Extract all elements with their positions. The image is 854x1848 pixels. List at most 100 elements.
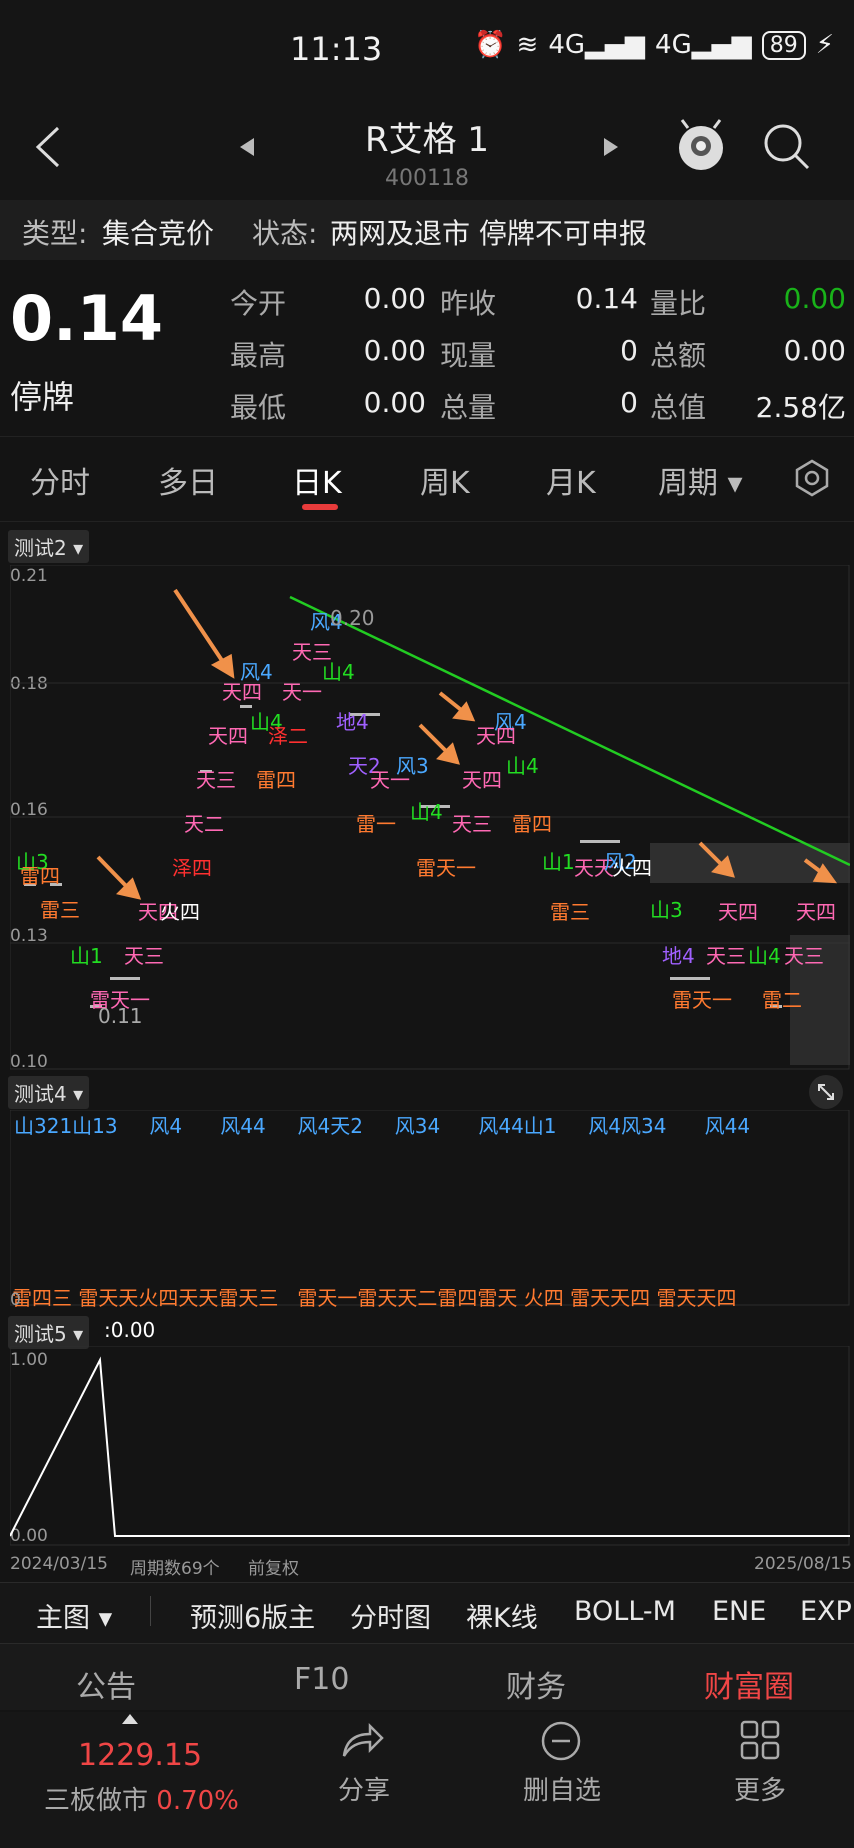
high-value: 0.00 bbox=[363, 334, 426, 367]
stock-name: R艾格 1 bbox=[364, 120, 490, 160]
next-stock-icon[interactable] bbox=[600, 136, 620, 158]
share-button[interactable]: 分享 bbox=[337, 1776, 390, 1806]
mark-tiansi-f: 天四 bbox=[718, 900, 758, 924]
remove-watchlist-icon[interactable] bbox=[540, 1720, 582, 1762]
indicator-intraday[interactable]: 分时图 bbox=[350, 1603, 431, 1634]
cur-vol-label: 现量 bbox=[440, 339, 497, 372]
panel2-zero: 0 bbox=[10, 1290, 21, 1310]
tab-monthly-k[interactable]: 月K bbox=[546, 466, 596, 501]
panel3-y-bottom: 0.00 bbox=[10, 1526, 48, 1546]
wifi-icon: ≋ bbox=[516, 30, 539, 60]
mark-leisi: 雷四 bbox=[256, 768, 296, 792]
low-label: 最低 bbox=[230, 391, 287, 424]
tab-period[interactable]: 周期 ▾ bbox=[658, 466, 743, 501]
tab-finance[interactable]: 财务 bbox=[506, 1670, 566, 1705]
expand-icon[interactable] bbox=[808, 1074, 844, 1110]
mark-tianer: 天二 bbox=[184, 812, 224, 836]
k-dashes bbox=[24, 705, 782, 1008]
mark-shan4: 山4 bbox=[322, 660, 355, 684]
mark-leisan-b: 雷三 bbox=[550, 900, 590, 924]
y-tick-018: 0.18 bbox=[10, 674, 48, 694]
main-chart[interactable] bbox=[10, 565, 850, 1070]
indicator-line bbox=[10, 1356, 850, 1537]
indicator-ene[interactable]: ENE bbox=[712, 1596, 767, 1627]
mark-tiansan-c: 天三 bbox=[124, 944, 164, 968]
mark-feng4-top: 风4 bbox=[310, 610, 343, 634]
mark-leiyi: 雷一 bbox=[356, 812, 396, 836]
back-icon[interactable] bbox=[28, 122, 68, 172]
indicator-bar bbox=[0, 1582, 854, 1644]
tab-f10[interactable]: F10 bbox=[294, 1662, 350, 1697]
mark-leier: 雷二 bbox=[762, 988, 802, 1012]
index-name[interactable]: 三板做市 0.70% bbox=[44, 1786, 239, 1816]
type-label: 类型: bbox=[22, 217, 88, 250]
mark-tiansan-e: 天三 bbox=[706, 944, 746, 968]
mark-tianyi: 天一 bbox=[282, 680, 322, 704]
prev-close-label: 昨收 bbox=[440, 287, 497, 320]
more-grid-icon[interactable] bbox=[740, 1720, 780, 1760]
tab-multi-day[interactable]: 多日 bbox=[158, 466, 218, 501]
share-icon[interactable] bbox=[340, 1720, 386, 1760]
axis-start-date: 2024/03/15 bbox=[10, 1554, 108, 1574]
mark-feng4-b: 风4 bbox=[494, 710, 527, 734]
panel1-label[interactable]: 测试2 ▾ bbox=[8, 530, 90, 563]
vol-ratio-label: 量比 bbox=[650, 287, 707, 320]
panel3-value: :0.00 bbox=[104, 1318, 156, 1342]
tab-wealth-circle[interactable]: 财富圈 bbox=[704, 1670, 794, 1705]
state-label: 状态: bbox=[252, 217, 318, 250]
high-label: 最高 bbox=[230, 339, 287, 372]
mark-tiansan-b: 天三 bbox=[196, 768, 236, 792]
y-tick-016: 0.16 bbox=[10, 800, 48, 820]
mark-tianyi-b: 雷天一 bbox=[90, 988, 150, 1012]
mark-di4-b: 地4 bbox=[662, 944, 695, 968]
state-value: 两网及退市 停牌不可申报 bbox=[330, 217, 647, 250]
status-icons: ⏰ ≋ 4G▂▄▆ 4G▂▄▆ 89 ⚡ bbox=[474, 30, 834, 60]
mark-tiansi-g: 天四 bbox=[796, 900, 836, 924]
market-cap-value: 2.58亿 bbox=[755, 391, 846, 424]
mark-feng4: 风4 bbox=[240, 660, 273, 684]
mark-leitianyi: 雷天一 bbox=[416, 856, 476, 880]
indicator-chart[interactable] bbox=[10, 1346, 850, 1546]
axis-adjust: 前复权 bbox=[248, 1559, 299, 1579]
indicator-boll[interactable]: BOLL-M bbox=[574, 1596, 676, 1627]
tab-announcement[interactable]: 公告 bbox=[76, 1670, 136, 1705]
total-vol-label: 总量 bbox=[440, 391, 497, 424]
indicator-forecast[interactable]: 预测6版主 bbox=[190, 1603, 316, 1634]
index-value[interactable]: 1229.15 bbox=[78, 1738, 203, 1773]
mark-zeer: 泽二 bbox=[268, 724, 308, 748]
panel3-label[interactable]: 测试5 ▾ bbox=[8, 1316, 90, 1349]
tab-weekly-k[interactable]: 周K bbox=[420, 466, 470, 501]
mark-tian2: 天2 bbox=[348, 754, 381, 778]
info-row bbox=[0, 200, 854, 260]
axis-end-date: 2025/08/15 bbox=[754, 1554, 852, 1574]
mark-feng2: 风2 bbox=[604, 850, 637, 874]
tab-daily-k[interactable]: 日K bbox=[292, 466, 342, 501]
mark-tiansi-e: 天四 bbox=[462, 768, 502, 792]
search-icon[interactable] bbox=[762, 122, 812, 172]
more-button[interactable]: 更多 bbox=[733, 1776, 786, 1806]
panel2-label[interactable]: 测试4 ▾ bbox=[8, 1076, 90, 1109]
indicator-bare-k[interactable]: 裸K线 bbox=[466, 1603, 538, 1634]
main-chart-selector[interactable]: 主图 ▾ bbox=[36, 1603, 113, 1634]
mascot-icon[interactable] bbox=[676, 118, 726, 174]
chart-tabs bbox=[0, 436, 854, 522]
mark-tiansi-b: 天四 bbox=[208, 724, 248, 748]
mark-leitianyi-b: 雷天一 bbox=[672, 988, 732, 1012]
mark-leisi-c: 雷四 bbox=[512, 812, 552, 836]
signal-icon: 4G▂▄▆ bbox=[548, 30, 646, 60]
tab-intraday[interactable]: 分时 bbox=[30, 466, 90, 501]
mark-shan4-c: 山4 bbox=[410, 800, 443, 824]
y-tick-021: 0.21 bbox=[10, 566, 48, 586]
battery-icon: 89 bbox=[761, 30, 806, 60]
signal-panel[interactable] bbox=[10, 1110, 850, 1306]
indicator-expi[interactable]: EXPI bbox=[800, 1596, 854, 1627]
settings-icon[interactable] bbox=[792, 458, 832, 498]
low-value: 0.00 bbox=[363, 386, 426, 419]
mark-shan1: 山1 bbox=[70, 944, 103, 968]
open-value: 0.00 bbox=[363, 282, 426, 315]
remove-watchlist-button[interactable]: 删自选 bbox=[522, 1776, 601, 1806]
bottom-nav bbox=[0, 1712, 854, 1848]
row-bottom-signals: 雷四三 雷天天火四天天雷天三 雷天一雷天天二雷四雷天 火四 雷天天四 雷天天四 bbox=[12, 1286, 737, 1310]
low-label: 0.11 bbox=[98, 1004, 143, 1028]
prev-stock-icon[interactable] bbox=[238, 136, 258, 158]
